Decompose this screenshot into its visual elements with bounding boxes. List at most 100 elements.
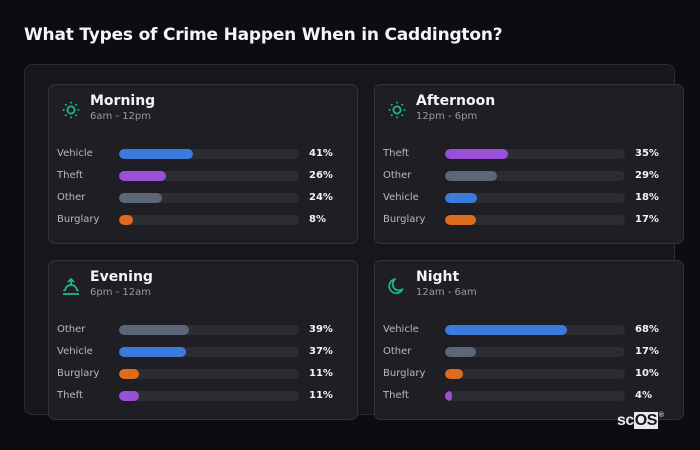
- bar-fill-other: [119, 193, 163, 203]
- bar-label: Burglary: [57, 214, 100, 225]
- bar-row: Theft 11%: [57, 389, 357, 411]
- bar-fill-theft: [445, 149, 508, 159]
- bar-label: Other: [57, 192, 86, 203]
- logo-sc: sc: [617, 412, 634, 429]
- bar-label: Vehicle: [57, 148, 93, 159]
- bar-fill-burglary: [119, 369, 139, 379]
- bar-fill-other: [119, 325, 190, 335]
- bar-list: Vehicle 41% Theft 26% Other 24% Burglary…: [57, 147, 357, 235]
- bar-value: 11%: [309, 390, 333, 401]
- sun-icon: [387, 100, 407, 120]
- bar-fill-vehicle: [119, 149, 193, 159]
- bar-row: Other 17%: [383, 345, 683, 367]
- bar-row: Vehicle 37%: [57, 345, 357, 367]
- bar-value: 17%: [635, 346, 659, 357]
- bar-row: Theft 35%: [383, 147, 683, 169]
- card-morning: Morning 6am - 12pm Vehicle 41% Theft 26%…: [48, 84, 358, 244]
- logo-os: OS: [633, 412, 658, 429]
- bar-row: Theft 26%: [57, 169, 357, 191]
- bar-label: Burglary: [383, 368, 426, 379]
- card-night: Night 12am - 6am Vehicle 68% Other 17% B…: [374, 260, 684, 420]
- bar-row: Burglary 17%: [383, 213, 683, 235]
- bar-fill-vehicle: [445, 325, 568, 335]
- bar-value: 24%: [309, 192, 333, 203]
- bar-row: Other 39%: [57, 323, 357, 345]
- bar-fill-burglary: [445, 215, 476, 225]
- card-time-range: 6am - 12pm: [90, 111, 152, 122]
- card-afternoon: Afternoon 12pm - 6pm Theft 35% Other 29%…: [374, 84, 684, 244]
- bar-row: Burglary 11%: [57, 367, 357, 389]
- bar-value: 11%: [309, 368, 333, 379]
- bar-label: Vehicle: [57, 346, 93, 357]
- bar-row: Theft 4%: [383, 389, 683, 411]
- bar-label: Burglary: [383, 214, 426, 225]
- bar-value: 17%: [635, 214, 659, 225]
- bar-label: Theft: [383, 148, 409, 159]
- card-title: Night: [416, 269, 460, 285]
- logo-registered-mark: ®: [658, 412, 664, 419]
- bar-label: Burglary: [57, 368, 100, 379]
- bar-fill-other: [445, 347, 476, 357]
- bar-track: [445, 347, 625, 357]
- card-header: Night 12am - 6am: [387, 269, 477, 299]
- card-header: Evening 6pm - 12am: [61, 269, 153, 299]
- page-title: What Types of Crime Happen When in Caddi…: [24, 25, 503, 45]
- bar-list: Vehicle 68% Other 17% Burglary 10% Theft…: [383, 323, 683, 411]
- card-header: Morning 6am - 12pm: [61, 93, 155, 123]
- bar-track: [445, 369, 625, 379]
- bar-track: [119, 391, 299, 401]
- card-title: Evening: [90, 269, 153, 285]
- bar-label: Other: [57, 324, 86, 335]
- card-time-range: 12am - 6am: [416, 287, 477, 298]
- bar-fill-other: [445, 171, 498, 181]
- moon-icon: [387, 276, 407, 296]
- bar-track: [445, 325, 625, 335]
- bar-fill-vehicle: [119, 347, 186, 357]
- bar-fill-burglary: [119, 215, 134, 225]
- bar-fill-vehicle: [445, 193, 478, 203]
- bar-label: Vehicle: [383, 192, 419, 203]
- sunset-icon: [61, 276, 81, 296]
- bar-fill-theft: [119, 171, 166, 181]
- bar-track: [119, 215, 299, 225]
- bar-label: Vehicle: [383, 324, 419, 335]
- bar-value: 35%: [635, 148, 659, 159]
- bar-row: Burglary 10%: [383, 367, 683, 389]
- bar-value: 18%: [635, 192, 659, 203]
- bar-label: Theft: [57, 170, 83, 181]
- bar-row: Other 29%: [383, 169, 683, 191]
- card-time-range: 6pm - 12am: [90, 287, 152, 298]
- bar-value: 68%: [635, 324, 659, 335]
- bar-row: Vehicle 18%: [383, 191, 683, 213]
- card-title: Morning: [90, 93, 156, 109]
- bar-value: 29%: [635, 170, 659, 181]
- card-evening: Evening 6pm - 12am Other 39% Vehicle 37%…: [48, 260, 358, 420]
- bar-value: 4%: [635, 390, 652, 401]
- bar-list: Other 39% Vehicle 37% Burglary 11% Theft…: [57, 323, 357, 411]
- scos-logo: scOS ®: [617, 412, 664, 430]
- bar-label: Other: [383, 170, 412, 181]
- bar-track: [445, 215, 625, 225]
- bar-value: 8%: [309, 214, 326, 225]
- bar-track: [445, 193, 625, 203]
- bar-label: Other: [383, 346, 412, 357]
- bar-track: [119, 193, 299, 203]
- bar-value: 37%: [309, 346, 333, 357]
- bar-list: Theft 35% Other 29% Vehicle 18% Burglary…: [383, 147, 683, 235]
- bar-track: [119, 149, 299, 159]
- bar-value: 26%: [309, 170, 333, 181]
- bar-label: Theft: [383, 390, 409, 401]
- card-header: Afternoon 12pm - 6pm: [387, 93, 495, 123]
- bar-track: [445, 391, 625, 401]
- bar-row: Other 24%: [57, 191, 357, 213]
- card-title: Afternoon: [416, 93, 496, 109]
- bar-track: [119, 325, 299, 335]
- bar-track: [445, 149, 625, 159]
- card-time-range: 12pm - 6pm: [416, 111, 478, 122]
- bar-row: Vehicle 41%: [57, 147, 357, 169]
- bar-row: Vehicle 68%: [383, 323, 683, 345]
- bar-label: Theft: [57, 390, 83, 401]
- bar-row: Burglary 8%: [57, 213, 357, 235]
- bar-fill-theft: [119, 391, 139, 401]
- bar-track: [119, 347, 299, 357]
